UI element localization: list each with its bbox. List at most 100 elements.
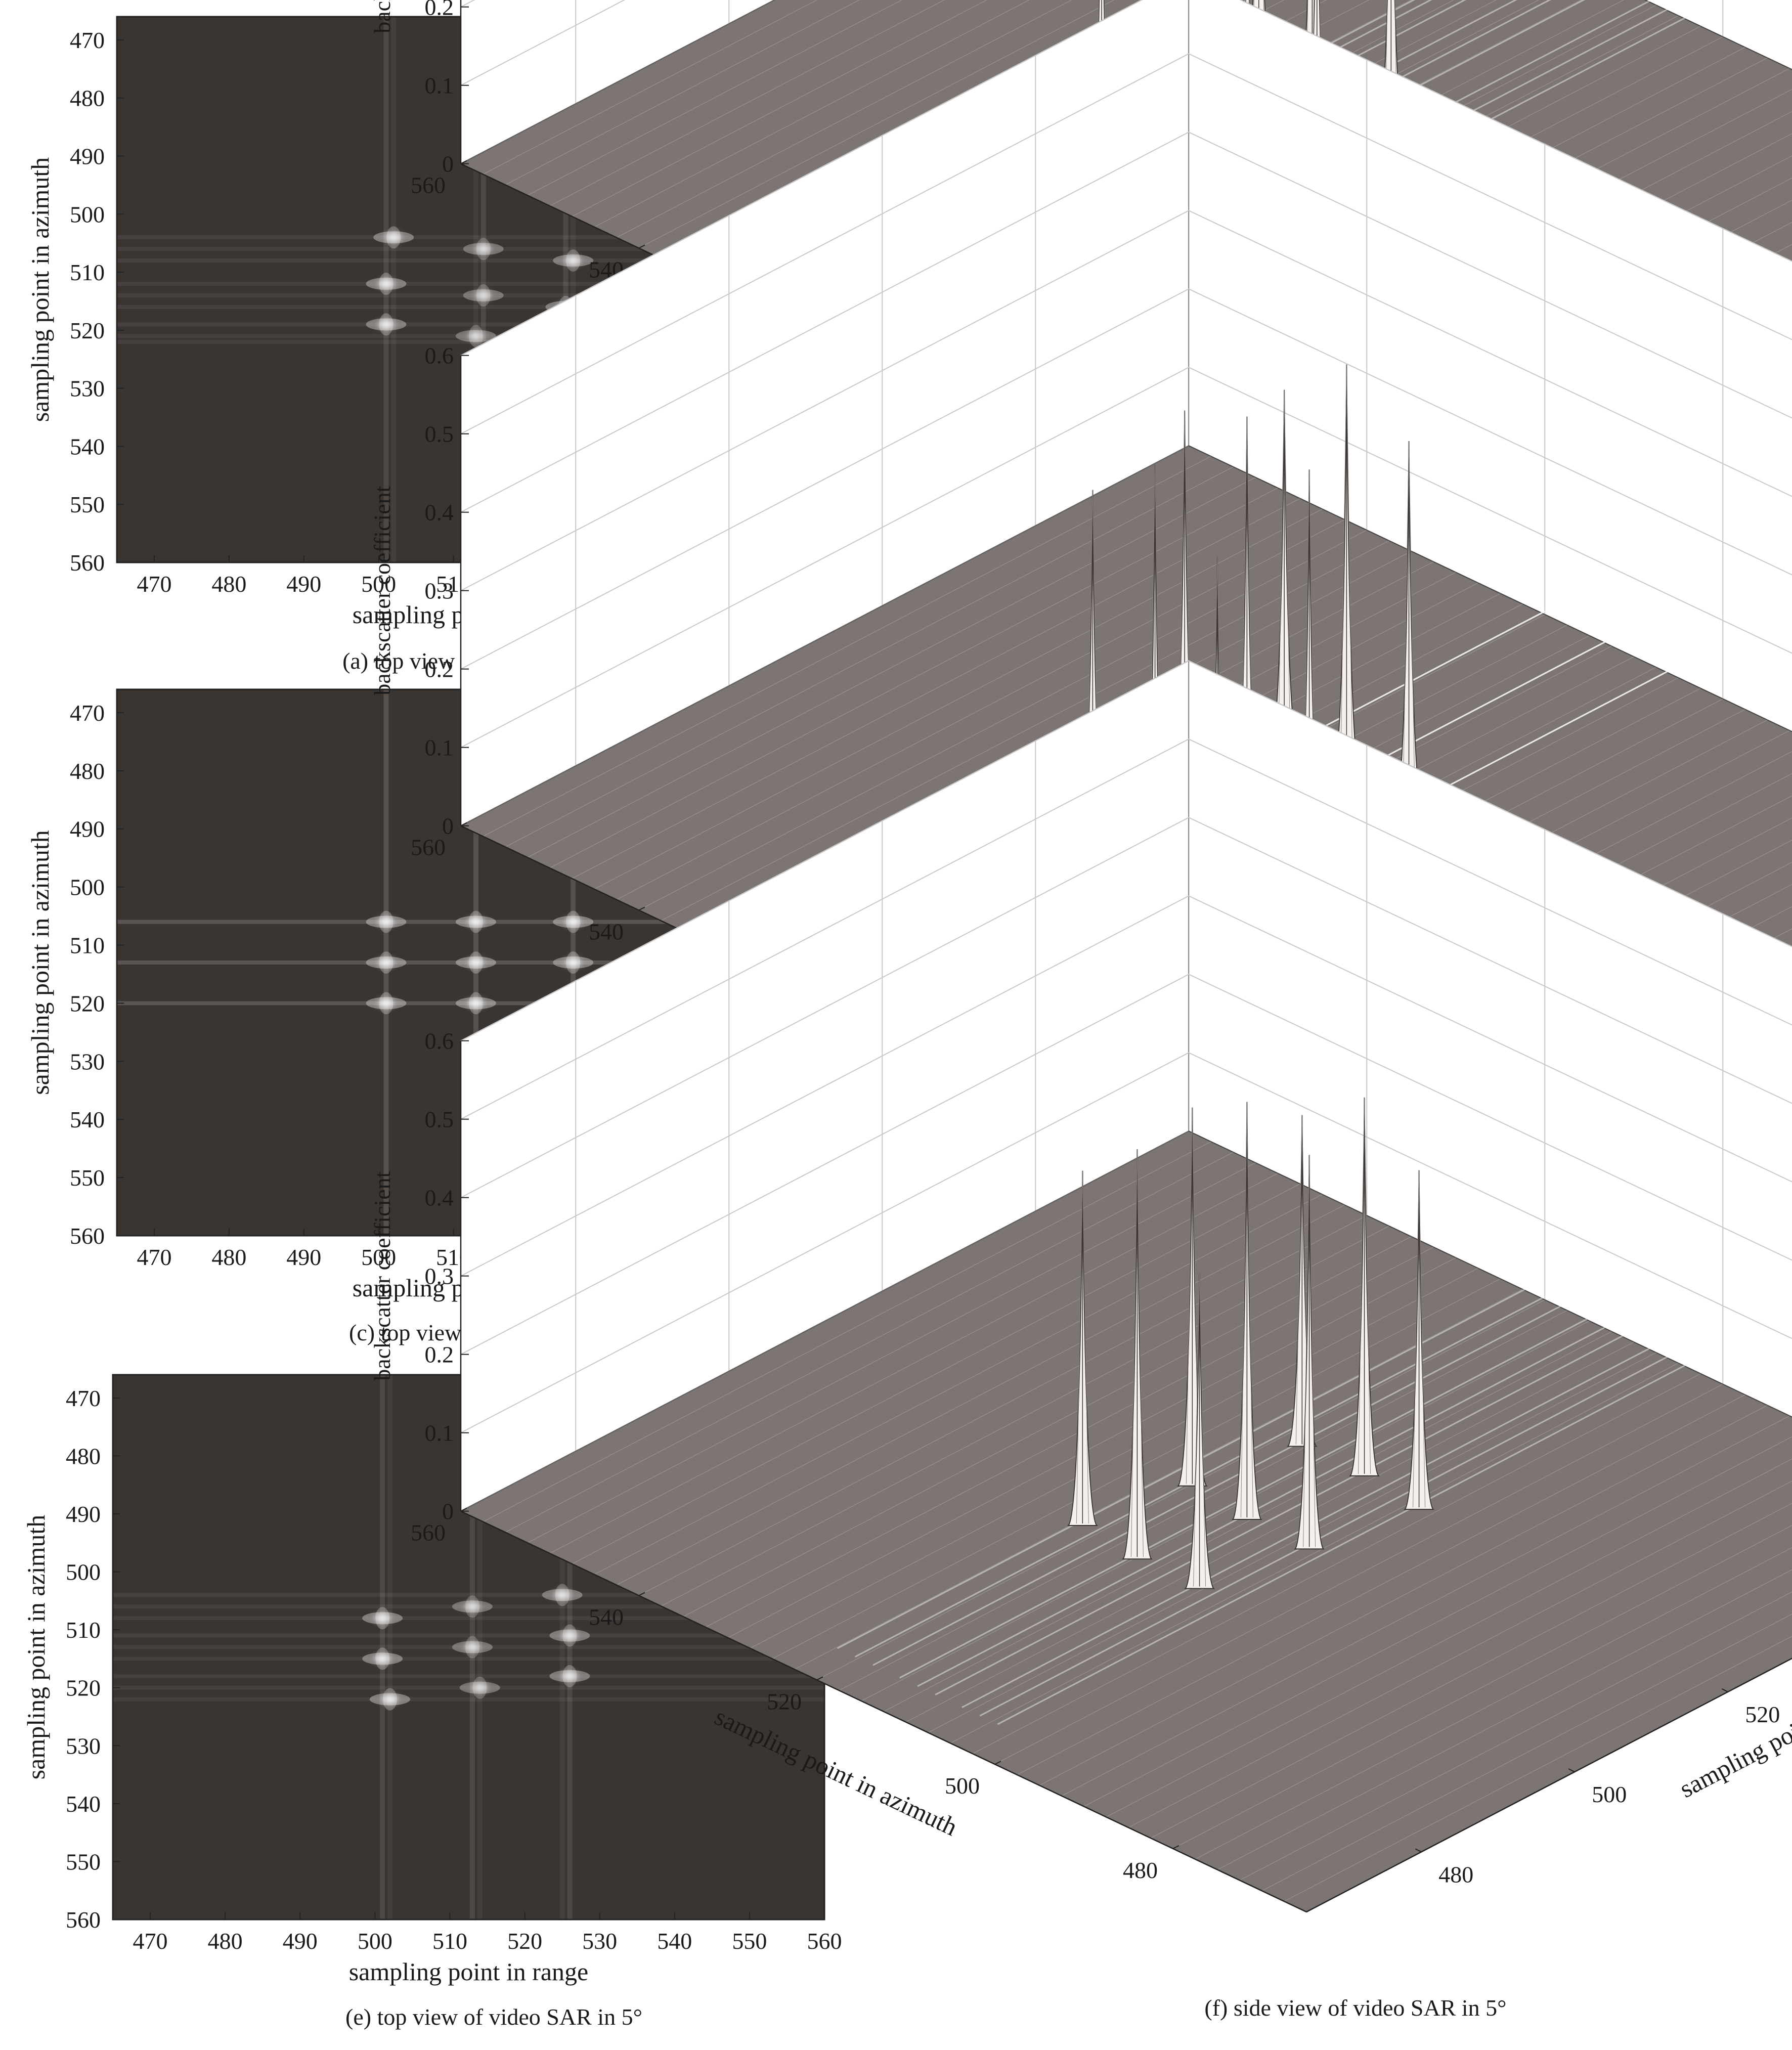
y-tick-label: 480	[70, 758, 105, 784]
grid-line	[460, 660, 1792, 1041]
mesh-line	[1284, 1636, 1792, 1902]
grid-line	[460, 53, 1792, 434]
mesh-line	[594, 0, 1030, 228]
mesh-line	[661, 1226, 1389, 1606]
grid-line	[460, 817, 1792, 1198]
range-tick	[1721, 1688, 1728, 1692]
heatmap-marks	[117, 17, 827, 562]
mesh-line	[549, 1173, 1278, 1554]
y-tick-label: 550	[70, 1165, 105, 1191]
peak-mesh-line	[1309, 1155, 1316, 1547]
z-tick-label: 0.1	[425, 1420, 454, 1446]
range-sidelobe	[113, 1656, 824, 1661]
grid-line	[460, 974, 1792, 1355]
mesh-line	[705, 1247, 1434, 1628]
range-sidelobe-ridge	[917, 1325, 1608, 1687]
mesh-line	[1261, 1613, 1792, 1891]
y-tick-label: 540	[66, 1791, 101, 1817]
y-tick-label: 530	[70, 376, 105, 402]
x-tick-label: 470	[137, 1244, 171, 1270]
range-sidelobe	[113, 1685, 824, 1690]
azimuth-sidelobe	[391, 17, 397, 562]
y-axis-label: sampling point in azimuth	[26, 157, 54, 422]
azimuth-sidelobe	[473, 17, 478, 562]
point-target	[562, 1672, 578, 1680]
point-target	[378, 918, 394, 926]
z-tick-label: 0	[442, 151, 454, 177]
point-target	[375, 1614, 390, 1623]
z-tick-label: 0.5	[425, 421, 454, 447]
azimuth-tick	[460, 822, 467, 826]
z-axis-label: backscatter coefficient	[369, 1171, 395, 1380]
range-sidelobe	[117, 258, 827, 263]
y-tick-label: 470	[66, 1385, 101, 1411]
z-tick-label: 0.6	[425, 1028, 454, 1054]
mesh-line	[794, 1289, 1523, 1670]
z-tick-label: 0	[442, 813, 454, 839]
peak-mesh-line	[1082, 1170, 1089, 1523]
mesh-line	[661, 540, 1389, 921]
y-tick-label: 510	[70, 259, 105, 285]
peak-mesh-line	[1186, 1107, 1193, 1484]
y-tick-label: 500	[70, 201, 105, 227]
azimuth-sidelobe	[387, 1375, 392, 1920]
mesh-line	[883, 1331, 1612, 1712]
range-sidelobe-ridge	[997, 1363, 1688, 1725]
peak-mesh-line	[1240, 1102, 1247, 1518]
z-tick-label: 0.1	[425, 73, 454, 99]
mesh-line	[1061, 1415, 1790, 1797]
z-tick-label: 0.6	[425, 343, 454, 369]
point-target	[565, 256, 581, 265]
peak-mesh-line	[1137, 1149, 1144, 1557]
azimuth-sidelobe	[567, 1375, 573, 1920]
side-view-panel-f: 0 0.1 0.2 0.3 0.4 0.5 0.6 backscatter coefficie…	[369, 660, 1792, 2021]
azimuth-tick	[994, 1761, 1001, 1765]
azimuth-sidelobe	[567, 1375, 573, 1920]
mesh-line	[527, 477, 1256, 858]
peak-mesh-line	[1295, 1115, 1302, 1445]
azimuth-sidelobe	[559, 1375, 565, 1920]
range-axis	[1306, 1658, 1792, 1913]
mesh-line	[616, 519, 1345, 900]
point-target	[382, 1695, 398, 1704]
azimuth-tick	[816, 1676, 823, 1681]
mesh-line	[616, 1204, 1345, 1586]
y-tick-label: 530	[70, 1049, 105, 1074]
x-tick-label: 510	[432, 1928, 467, 1954]
mesh-line	[460, 445, 1189, 826]
x-tick-label: 520	[507, 1928, 542, 1954]
y-tick-label: 480	[66, 1443, 101, 1469]
azimuth-tick-label: 560	[411, 1520, 446, 1546]
range-sidelobe	[113, 1674, 824, 1678]
mesh-line	[1083, 1436, 1792, 1807]
y-axis-label: sampling point in azimuth	[22, 1515, 50, 1780]
x-tick-label: 550	[732, 1928, 767, 1954]
range-sidelobe	[113, 1633, 824, 1638]
panel-caption: (e) top view of video SAR in 5°	[345, 2004, 642, 2030]
z-tick-label: 0.3	[425, 1263, 454, 1289]
heatmap-marks	[113, 1375, 824, 1920]
x-tick-label: 540	[657, 1928, 692, 1954]
x-tick-label: 480	[208, 1928, 243, 1954]
peak-mesh-line	[1358, 1097, 1365, 1474]
x-tick-label: 530	[582, 1928, 617, 1954]
mesh-line	[594, 1194, 1323, 1575]
peak-mesh-line	[1413, 1170, 1420, 1508]
peak-mesh-line	[1340, 364, 1347, 780]
mesh-line	[616, 0, 1072, 238]
z-axis-label: backscatter coefficient	[369, 486, 395, 695]
range-tick	[1568, 1768, 1575, 1773]
x-tick-label: 480	[211, 571, 246, 597]
azimuth-sidelobe	[571, 17, 576, 562]
mesh-line	[1106, 1458, 1792, 1817]
point-target	[464, 1602, 480, 1611]
range-tick	[1415, 1848, 1422, 1853]
mesh-line	[460, 1130, 1189, 1512]
azimuth-tick	[460, 1507, 467, 1512]
y-tick-label: 520	[66, 1675, 101, 1701]
point-target	[468, 958, 484, 967]
azimuth-tick	[460, 160, 467, 164]
mesh-line	[483, 0, 817, 175]
y-tick-label: 550	[70, 492, 105, 517]
x-tick-label: 560	[807, 1928, 842, 1954]
